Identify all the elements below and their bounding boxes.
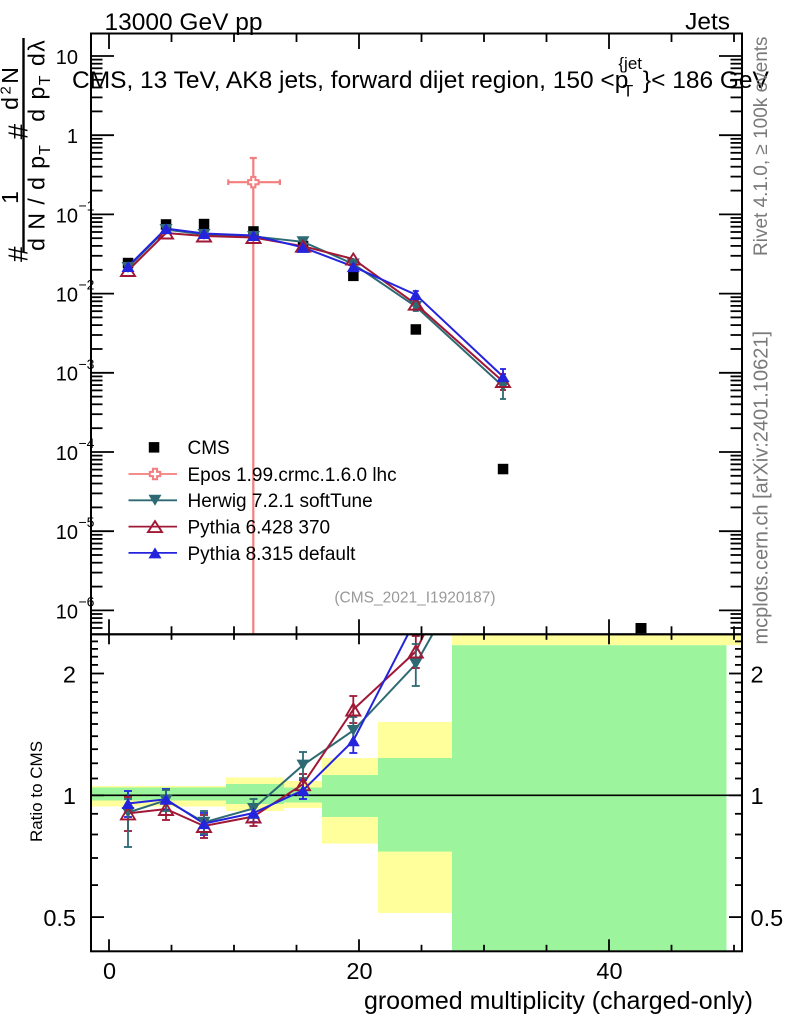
svg-text:Pythia 6.428 370: Pythia 6.428 370 [188,518,331,539]
svg-text:groomed multiplicity (charged-: groomed multiplicity (charged-only) [364,987,753,1015]
svg-text:13000 GeV pp: 13000 GeV pp [105,9,263,36]
svg-text:1: 1 [67,126,78,148]
svg-text:−4: −4 [79,435,95,451]
svg-text:#: # [3,246,34,262]
svg-text:2: 2 [63,661,76,687]
svg-text:0.5: 0.5 [43,905,76,931]
svg-text:Jets: Jets [685,8,730,35]
svg-text:1: 1 [0,191,23,204]
svg-text:10: 10 [56,601,78,623]
svg-text:−5: −5 [79,514,95,530]
svg-text:−3: −3 [79,356,95,372]
svg-text:0.5: 0.5 [751,905,784,931]
svg-text:10: 10 [56,205,78,227]
svg-text:Ratio to CMS: Ratio to CMS [27,741,46,842]
svg-text:1: 1 [751,783,764,809]
svg-text:1: 1 [63,783,76,809]
svg-text:10: 10 [56,443,78,465]
svg-text:2: 2 [751,661,764,687]
svg-text:10: 10 [56,364,78,386]
svg-text:−1: −1 [79,197,95,213]
svg-text:#: # [3,123,34,139]
svg-text:Epos 1.99.crmc.1.6.0 lhc: Epos 1.99.crmc.1.6.0 lhc [188,465,397,486]
svg-text:10: 10 [56,522,78,544]
svg-text:10: 10 [56,47,78,69]
svg-text:10: 10 [56,285,78,307]
svg-text:−6: −6 [79,593,95,609]
svg-text:−2: −2 [79,277,95,293]
svg-text:0: 0 [103,958,116,984]
svg-text:d2N: d2N [0,65,23,110]
svg-text:20: 20 [346,958,372,984]
svg-text:Rivet 4.1.0, ≥ 100k events: Rivet 4.1.0, ≥ 100k events [751,36,772,256]
svg-text:d pT dλ: d pT dλ [24,39,55,122]
svg-text:(CMS_2021_I1920187): (CMS_2021_I1920187) [334,590,495,607]
svg-text:CMS: CMS [188,438,230,459]
svg-text:40: 40 [596,958,622,984]
svg-text:mcplots.cern.ch [arXiv:2401.10: mcplots.cern.ch [arXiv:2401.10621] [751,331,773,645]
svg-text:Herwig 7.2.1 softTune: Herwig 7.2.1 softTune [188,491,373,512]
svg-text:Pythia 8.315 default: Pythia 8.315 default [188,544,357,565]
svg-text:d N / d pT: d N / d pT [24,144,55,251]
